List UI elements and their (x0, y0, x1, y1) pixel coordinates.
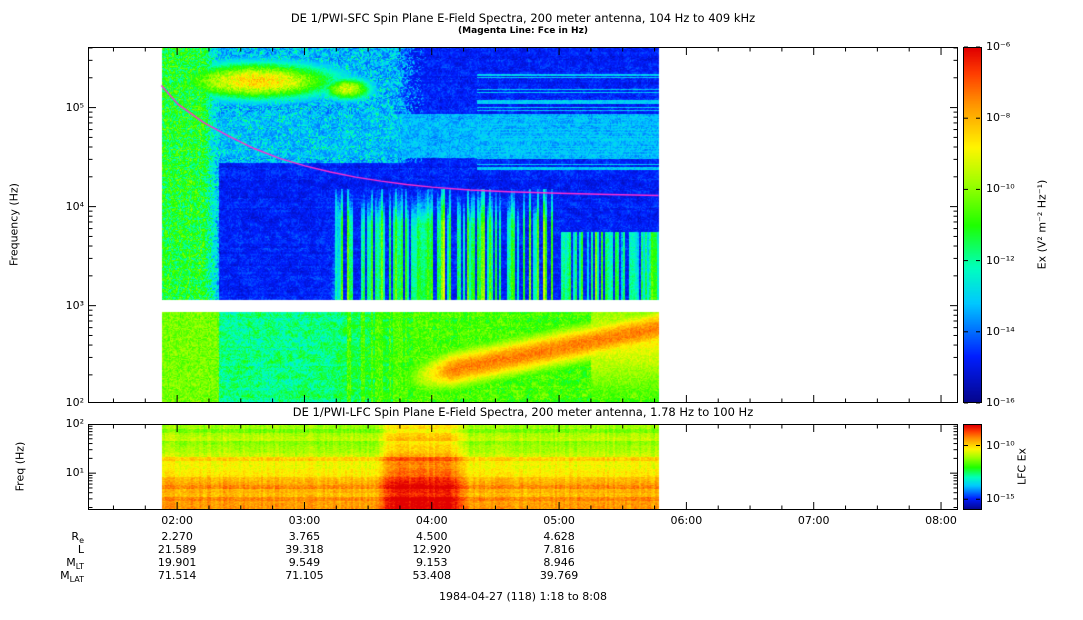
footer-date-range: 1984-04-27 (118) 1:18 to 8:08 (439, 590, 607, 603)
ephemeris-value: 4.628 (543, 530, 575, 543)
sfc-colorbar (963, 47, 982, 403)
sfc-y-axis-title: Frequency (Hz) (7, 183, 21, 266)
time-tick-label: 07:00 (797, 514, 830, 527)
ephemeris-row-label-mlt: MLT (66, 556, 84, 572)
time-tick-label: 08:00 (925, 514, 957, 527)
lfc-colorbar-tick-label: 10⁻¹⁵ (986, 492, 1015, 506)
lfc-y-tick-label: 10² (65, 417, 84, 430)
ephemeris-value: 39.318 (285, 543, 324, 556)
sfc-colorbar-title: Ex (V² m⁻² Hz⁻¹) (1035, 179, 1049, 270)
sfc-colorbar-tick-label: 10⁻¹² (986, 253, 1015, 267)
ephemeris-value: 3.765 (288, 530, 321, 543)
ephemeris-value: 7.816 (543, 543, 575, 556)
sfc-colorbar-canvas (964, 48, 981, 402)
sfc-y-tick-label: 10² (65, 396, 84, 409)
ephemeris-value: 71.514 (157, 569, 197, 582)
lfc-colorbar (963, 424, 982, 510)
sfc-y-tick-label: 10³ (65, 298, 84, 312)
lfc-title: DE 1/PWI-LFC Spin Plane E-Field Spectra,… (292, 405, 754, 419)
ephemeris-value: 71.105 (285, 569, 324, 582)
ephemeris-row-label-mlat: MLAT (60, 569, 84, 585)
time-tick-label: 04:00 (415, 514, 448, 527)
sfc-plot-area (88, 47, 958, 403)
sfc-colorbar-tick-label: 10⁻¹⁶ (986, 396, 1015, 409)
ephemeris-value: 4.500 (416, 530, 448, 543)
sfc-colorbar-tick-label: 10⁻¹⁰ (986, 182, 1015, 196)
sfc-y-tick-label: 10⁵ (65, 100, 84, 114)
ephemeris-value: 19.901 (157, 556, 197, 569)
ephemeris-row-label-re: Re (71, 530, 84, 546)
sfc-colorbar-tick-label: 10⁻⁶ (986, 40, 1011, 53)
sfc-y-tick-label: 10⁴ (65, 199, 84, 213)
time-tick-label: 03:00 (288, 514, 321, 527)
lfc-colorbar-canvas (964, 425, 981, 509)
sfc-spectrogram-canvas (89, 48, 957, 402)
sfc-subtitle: (Magenta Line: Fce in Hz) (458, 26, 588, 36)
ephemeris-value: 9.153 (416, 556, 448, 569)
ephemeris-value: 53.408 (412, 569, 452, 582)
lfc-y-tick-label: 10¹ (65, 466, 84, 480)
sfc-colorbar-tick-label: 10⁻⁸ (986, 111, 1011, 125)
time-tick-label: 06:00 (670, 514, 703, 527)
ephemeris-value: 8.946 (543, 556, 575, 569)
ephemeris-value: 9.549 (288, 556, 321, 569)
lfc-spectrogram-canvas (89, 425, 957, 509)
sfc-colorbar-tick-label: 10⁻¹⁴ (986, 324, 1015, 338)
ephemeris-value: 12.920 (412, 543, 452, 556)
lfc-colorbar-tick-label: 10⁻¹⁰ (986, 438, 1015, 452)
time-tick-label: 05:00 (543, 514, 575, 527)
time-tick-label: 02:00 (161, 514, 193, 527)
ephemeris-value: 21.589 (157, 543, 197, 556)
ephemeris-row-label-l: L (77, 543, 84, 556)
lfc-plot-area (88, 424, 958, 510)
sfc-title: DE 1/PWI-SFC Spin Plane E-Field Spectra,… (290, 11, 756, 25)
ephemeris-value: 39.769 (539, 569, 579, 582)
ephemeris-value: 2.270 (161, 530, 193, 543)
